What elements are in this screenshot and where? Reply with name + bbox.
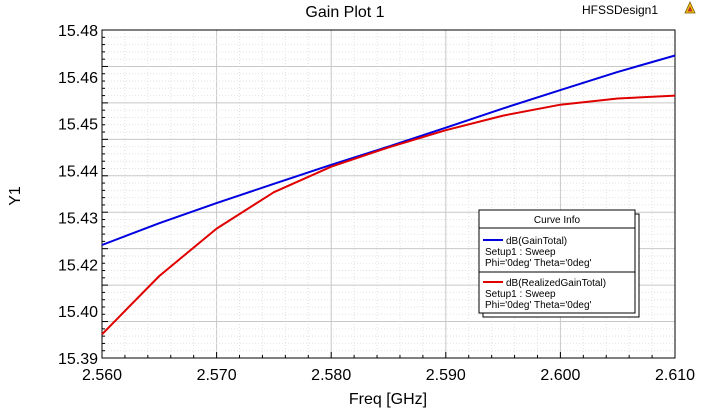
y-tick-label: 15.46	[58, 70, 98, 87]
x-axis-label: Freq [GHz]	[349, 391, 427, 408]
y-tick-label: 15.43	[58, 210, 98, 227]
legend-series-setup: Setup1 : Sweep	[485, 289, 556, 300]
y-tick-label: 15.42	[58, 257, 98, 274]
y-axis-label: Y1	[7, 186, 24, 206]
legend-series-variables: Phi='0deg' Theta='0deg'	[485, 258, 592, 269]
legend-panel	[478, 209, 636, 314]
x-tick-label: 2.600	[540, 367, 580, 384]
y-tick-label: 15.44	[58, 164, 98, 181]
legend-series-setup: Setup1 : Sweep	[485, 247, 556, 258]
ansys-logo-icon	[684, 1, 696, 14]
legend[interactable]: Curve Info dB(GainTotal)Setup1 : SweepPh…	[478, 209, 640, 318]
y-axis: 15.39 15.40 15.42 15.43 15.44 15.45 15.46 15.48	[58, 23, 108, 368]
y-tick-label: 15.39	[58, 351, 98, 368]
legend-series-name: dB(RealizedGainTotal)	[506, 278, 606, 289]
x-tick-label: 2.570	[197, 367, 237, 384]
legend-series-name: dB(GainTotal)	[506, 236, 567, 247]
x-tick-label: 2.610	[655, 367, 695, 384]
plot-frame	[101, 29, 676, 359]
plot-border	[101, 29, 676, 359]
chart-title: Gain Plot 1	[305, 4, 384, 21]
x-axis: 2.560 2.570 2.580 2.590 2.600 2.610	[82, 352, 695, 384]
legend-title: Curve Info	[534, 215, 581, 226]
series-group	[101, 54, 676, 336]
series-line-realized-gain-total[interactable]	[101, 94, 676, 336]
y-tick-label: 15.40	[58, 304, 98, 321]
design-name: HFSSDesign1	[582, 3, 658, 17]
x-tick-label: 2.560	[82, 367, 122, 384]
legend-series-variables: Phi='0deg' Theta='0deg'	[485, 300, 592, 311]
y-tick-label: 15.48	[58, 23, 98, 40]
y-tick-label: 15.45	[58, 117, 98, 134]
x-tick-label: 2.590	[426, 367, 466, 384]
x-tick-label: 2.580	[311, 367, 351, 384]
